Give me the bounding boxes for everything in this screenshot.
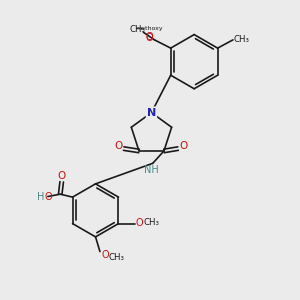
Text: H: H — [38, 192, 45, 202]
Text: CH₃: CH₃ — [108, 253, 124, 262]
Text: O: O — [114, 141, 122, 151]
Text: O: O — [135, 218, 143, 228]
Text: methoxy: methoxy — [135, 26, 163, 31]
Text: CH₃: CH₃ — [129, 25, 146, 34]
Text: CH₃: CH₃ — [233, 35, 249, 44]
Text: O: O — [101, 250, 109, 260]
Text: CH₃: CH₃ — [144, 218, 160, 227]
Text: O: O — [179, 141, 188, 151]
Text: O: O — [58, 172, 66, 182]
Text: O: O — [45, 191, 52, 202]
Text: O: O — [146, 32, 153, 42]
Text: O: O — [146, 33, 153, 43]
Text: NH: NH — [144, 165, 159, 175]
Text: N: N — [147, 108, 156, 118]
